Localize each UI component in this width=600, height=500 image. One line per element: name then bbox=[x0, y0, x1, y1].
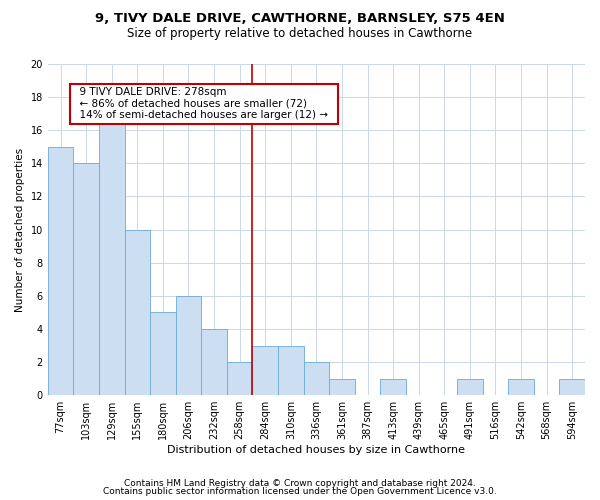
X-axis label: Distribution of detached houses by size in Cawthorne: Distribution of detached houses by size … bbox=[167, 445, 466, 455]
Bar bbox=[201, 329, 227, 395]
Text: Contains public sector information licensed under the Open Government Licence v3: Contains public sector information licen… bbox=[103, 487, 497, 496]
Bar bbox=[227, 362, 253, 395]
Bar bbox=[304, 362, 329, 395]
Bar bbox=[329, 378, 355, 395]
Bar bbox=[253, 346, 278, 395]
Text: 9, TIVY DALE DRIVE, CAWTHORNE, BARNSLEY, S75 4EN: 9, TIVY DALE DRIVE, CAWTHORNE, BARNSLEY,… bbox=[95, 12, 505, 26]
Bar bbox=[73, 164, 99, 395]
Bar bbox=[380, 378, 406, 395]
Bar bbox=[508, 378, 534, 395]
Text: Size of property relative to detached houses in Cawthorne: Size of property relative to detached ho… bbox=[127, 28, 473, 40]
Bar bbox=[457, 378, 482, 395]
Bar bbox=[278, 346, 304, 395]
Bar bbox=[125, 230, 150, 395]
Bar bbox=[559, 378, 585, 395]
Bar bbox=[48, 147, 73, 395]
Text: Contains HM Land Registry data © Crown copyright and database right 2024.: Contains HM Land Registry data © Crown c… bbox=[124, 478, 476, 488]
Y-axis label: Number of detached properties: Number of detached properties bbox=[15, 148, 25, 312]
Bar bbox=[150, 312, 176, 395]
Bar bbox=[176, 296, 201, 395]
Text: 9 TIVY DALE DRIVE: 278sqm  
  ← 86% of detached houses are smaller (72)  
  14% : 9 TIVY DALE DRIVE: 278sqm ← 86% of detac… bbox=[73, 87, 335, 120]
Bar bbox=[99, 114, 125, 395]
